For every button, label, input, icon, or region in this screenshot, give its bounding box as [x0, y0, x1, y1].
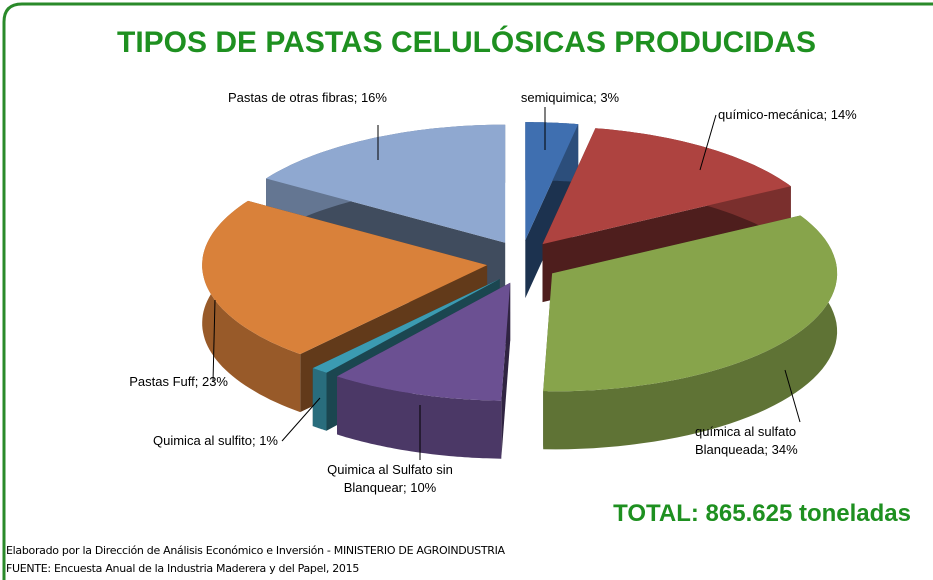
leader-line [784, 369, 801, 423]
slice-wall [312, 368, 327, 431]
slice [525, 122, 579, 241]
data-label: química al sulfato Blanqueada; 34% [695, 424, 798, 457]
data-label: Pastas de otras fibras; 16% [228, 90, 387, 105]
data-label: químico-mecánica; 14% [718, 107, 857, 122]
leader-line [699, 114, 717, 171]
total-label: TOTAL: 865.625 toneladas [613, 500, 911, 527]
slice-wall [337, 376, 502, 459]
slice [202, 200, 488, 355]
slice [542, 128, 791, 245]
data-label: Quimica al sulfito; 1% [153, 433, 278, 448]
note: FUENTE: Encuesta Anual de la Industria M… [6, 562, 360, 575]
slice [266, 124, 506, 243]
slice-wall [543, 215, 838, 450]
slice [543, 215, 838, 392]
note: Elaborado por la Dirección de Análisis E… [6, 544, 505, 557]
slice [337, 282, 511, 401]
leader-line [281, 397, 321, 442]
data-label: Quimica al Sulfato sin Blanquear; 10% [327, 462, 453, 495]
leader-line [212, 299, 216, 383]
chart-title: TIPOS DE PASTAS CELULÓSICAS PRODUCIDAS [117, 26, 816, 59]
slice [312, 279, 500, 373]
data-label: Pastas Fuff; 23% [129, 374, 228, 389]
data-label: semiquimica; 3% [520, 90, 620, 105]
